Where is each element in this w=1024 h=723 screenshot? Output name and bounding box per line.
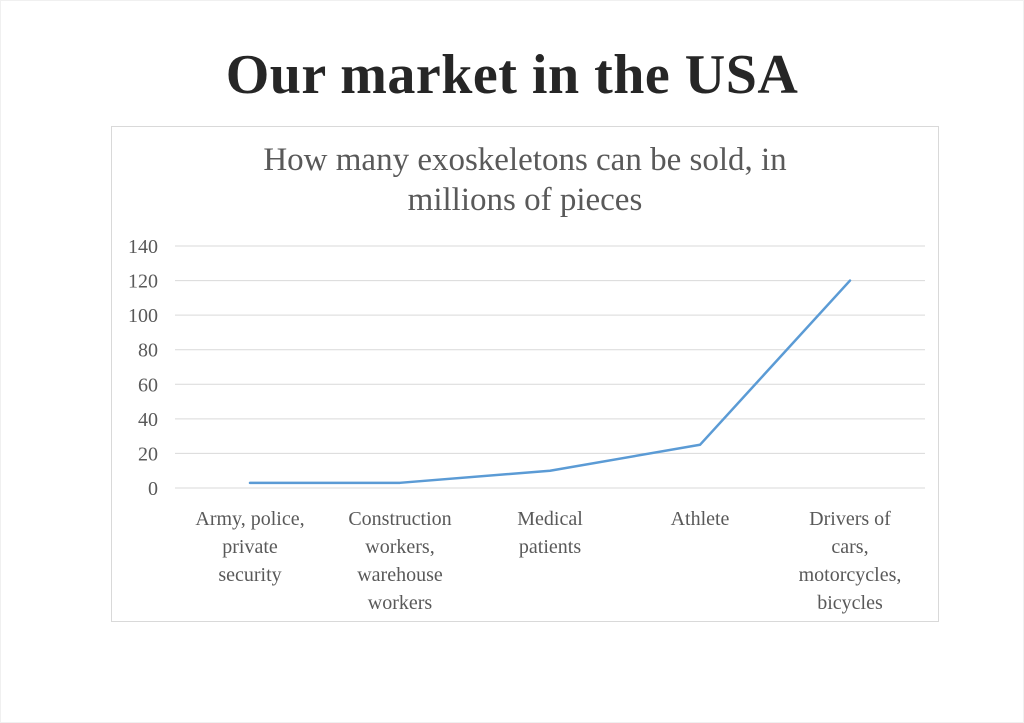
y-tick-label: 80 [138,340,158,362]
x-category-label-line: bicycles [817,592,883,614]
x-category-label: Army, police, private security [195,508,304,586]
x-category-label-line: motorcycles, [799,564,902,586]
x-category-label-line: private [222,536,278,558]
x-category-label-line: Drivers of [809,508,891,530]
y-tick-label: 20 [138,443,158,465]
chart-area [111,126,939,622]
x-category-label-line: Construction [348,508,451,530]
slide-title: Our market in the USA [225,44,799,106]
y-tick-label: 100 [128,305,158,327]
x-category-label-line: warehouse [357,564,443,586]
series-line [248,279,852,485]
x-category-label-line: Army, police, [195,508,304,530]
y-tick-label: 40 [138,409,158,431]
x-category-label-line: Medical [517,508,583,530]
x-category-label-line: patients [519,536,581,558]
y-tick-label: 60 [138,374,158,396]
x-category-label-line: workers [368,592,433,614]
x-category-label: Athlete [671,508,730,530]
x-category-label-line: Athlete [671,508,730,530]
y-tick-label: 140 [128,236,158,258]
x-category-label-line: cars, [831,536,868,558]
chart-title-line-1: How many exoskeletons can be sold, in [263,142,787,178]
y-tick-label: 0 [148,478,158,500]
chart-title: How many exoskeletons can be sold, in mi… [0,140,1024,220]
y-tick-label: 120 [128,271,158,293]
x-category-label-line: security [218,564,281,586]
x-category-label-line: workers, [365,536,434,558]
chart-title-line-2: millions of pieces [407,182,643,218]
x-category-label: Medical patients [517,508,583,558]
x-category-label: Construction workers, warehouse workers [348,508,451,614]
x-category-label: Drivers of cars, motorcycles, bicycles [799,508,902,614]
